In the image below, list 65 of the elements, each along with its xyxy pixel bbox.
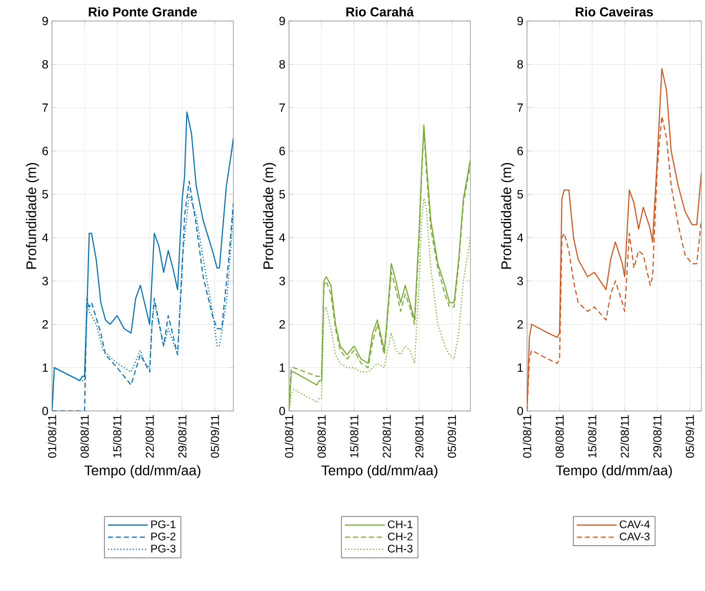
y-tick-label: 3 — [42, 276, 48, 286]
chart-title: Rio Ponte Grande — [88, 6, 197, 16]
y-tick-label: 4 — [279, 234, 286, 242]
x-tick-label: 22/08/11 — [145, 415, 154, 458]
y-tick-label: 1 — [42, 364, 48, 372]
y-tick-label: 7 — [517, 104, 523, 112]
y-tick-label: 1 — [280, 364, 285, 372]
y-tick-label: 2 — [42, 320, 48, 328]
x-tick-label: 01/08/11 — [522, 415, 532, 458]
y-tick-label: 1 — [518, 364, 523, 372]
y-axis-title: Profundidade (m) — [500, 163, 514, 269]
x-tick-label: 15/08/11 — [112, 415, 122, 458]
y-tick-label: 9 — [517, 16, 523, 26]
y-tick-label: 9 — [42, 16, 48, 26]
x-tick-label: 05/09/11 — [210, 415, 219, 458]
y-tick-label: 0 — [279, 406, 286, 416]
legend-label: CH-2 — [388, 532, 412, 540]
legend-label: PG-1 — [151, 520, 176, 528]
y-tick-label: 0 — [42, 406, 48, 416]
y-tick-label: 7 — [42, 104, 48, 112]
legend-label: PG-3 — [151, 544, 176, 552]
x-axis-title: Tempo (dd/mm/aa) — [84, 465, 200, 478]
y-tick-label: 5 — [517, 190, 523, 198]
x-tick-label: 01/08/11 — [48, 415, 56, 458]
x-axis-title: Tempo (dd/mm/aa) — [556, 465, 672, 478]
x-tick-label: 05/09/11 — [448, 415, 456, 458]
y-tick-label: 3 — [279, 276, 285, 286]
y-tick-label: 2 — [517, 320, 523, 328]
x-tick-label: 29/08/11 — [178, 415, 186, 458]
x-tick-label: 08/08/11 — [317, 415, 326, 458]
x-tick-label: 22/08/11 — [620, 415, 629, 458]
legend-label: CAV-3 — [620, 532, 650, 540]
chart-title: Rio Carahá — [346, 6, 414, 16]
x-tick-label: 15/08/11 — [588, 415, 596, 458]
y-tick-label: 8 — [42, 60, 48, 69]
y-tick-label: 5 — [42, 190, 48, 198]
y-tick-label: 9 — [279, 16, 285, 26]
x-tick-label: 01/08/11 — [284, 415, 294, 458]
y-axis-title: Profundidade (m) — [262, 163, 276, 269]
y-tick-label: 4 — [517, 234, 524, 242]
y-tick-label: 5 — [279, 190, 285, 198]
x-tick-label: 05/09/11 — [686, 415, 694, 458]
y-tick-label: 8 — [517, 60, 523, 69]
x-tick-label: 22/08/11 — [382, 415, 391, 458]
legend-label: CH-1 — [388, 520, 412, 528]
legend-label: CH-3 — [388, 544, 412, 552]
x-tick-label: 29/08/11 — [415, 415, 424, 458]
x-tick-label: 15/08/11 — [350, 415, 358, 458]
y-tick-label: 6 — [279, 146, 285, 156]
y-tick-label: 2 — [279, 320, 285, 328]
x-tick-label: 08/08/11 — [555, 415, 564, 458]
y-tick-label: 3 — [517, 276, 523, 286]
chart-title: Rio Caveiras — [576, 6, 653, 16]
legend-label: CAV-4 — [620, 520, 650, 528]
y-tick-label: 4 — [42, 234, 48, 242]
x-axis-title: Tempo (dd/mm/aa) — [321, 465, 438, 478]
y-tick-label: 0 — [517, 406, 524, 416]
x-tick-label: 29/08/11 — [653, 415, 662, 458]
y-tick-label: 6 — [517, 146, 523, 156]
y-tick-label: 7 — [279, 104, 285, 112]
y-axis-title: Profundidade (m) — [26, 163, 39, 269]
y-tick-label: 6 — [42, 146, 48, 156]
legend-label: PG-2 — [151, 532, 176, 540]
x-tick-label: 08/08/11 — [80, 415, 89, 458]
y-tick-label: 8 — [279, 60, 285, 69]
